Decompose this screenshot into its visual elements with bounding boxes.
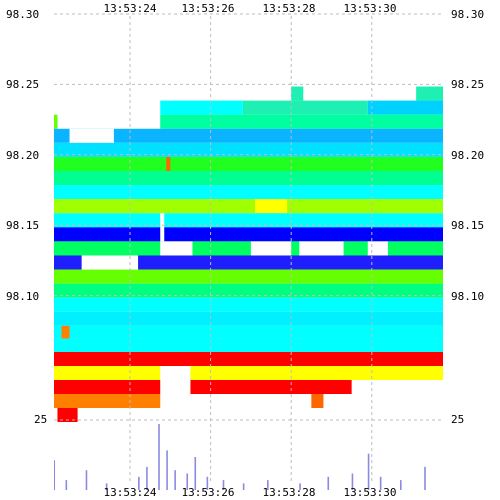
heatmap-gap (160, 213, 165, 242)
left-price-tick: 98.25 (6, 78, 39, 91)
bottom-time-tick: 13:53:28 (263, 486, 316, 499)
heatmap-cell (54, 283, 443, 298)
heatmap-cell (416, 86, 443, 101)
volume-bar (146, 466, 148, 490)
heatmap-cell (54, 338, 443, 353)
heatmap-cell (61, 325, 70, 339)
volume-bar (54, 460, 56, 490)
right-price-tick: 98.25 (451, 78, 484, 91)
volume-bar (222, 480, 225, 490)
heatmap-gap (367, 241, 388, 256)
heatmap-cell (54, 227, 443, 242)
heatmap-cell (291, 86, 304, 101)
volume-bar (158, 424, 160, 490)
lower-band (54, 394, 161, 408)
right-price-tick: 98.15 (451, 219, 484, 232)
heatmap-cell (160, 100, 243, 115)
top-time-tick: 13:53:28 (263, 2, 316, 15)
left-volume-label: 25 (34, 413, 47, 426)
heatmap-cell (254, 199, 288, 214)
volume-bar (65, 480, 68, 490)
volume-bar (367, 453, 370, 490)
heatmap-cell (54, 311, 443, 326)
volume-bar (267, 480, 269, 490)
heatmap-gap (69, 128, 114, 143)
heatmap-gap (299, 241, 344, 256)
left-price-tick: 98.30 (6, 8, 39, 21)
heatmap-cell (166, 156, 171, 171)
lower-band (54, 380, 161, 394)
heatmap-gap (160, 241, 193, 256)
right-price-tick: 98.10 (451, 290, 484, 303)
top-time-tick: 13:53:30 (344, 2, 397, 15)
lower-band (57, 408, 78, 422)
volume-bar (424, 466, 426, 490)
right-price-tick: 98.20 (451, 149, 484, 162)
left-price-tick: 98.10 (6, 290, 39, 303)
volume-bar (138, 476, 140, 490)
volume-bar (206, 476, 209, 490)
volume-bar (299, 483, 301, 490)
top-time-tick: 13:53:24 (104, 2, 157, 15)
heatmap-gap (250, 241, 292, 256)
heatmap-cell (54, 297, 443, 312)
heatmap-cell (54, 156, 443, 171)
lower-band (311, 394, 324, 408)
right-volume-label: 25 (451, 413, 464, 426)
lower-bands (54, 352, 443, 422)
heatmap-cell (54, 114, 58, 129)
volume-bar (85, 470, 88, 490)
volume-bar (242, 483, 245, 490)
bottom-time-tick: 13:53:30 (344, 486, 397, 499)
volume-bar (166, 450, 168, 490)
volume-bar (194, 457, 197, 490)
heatmap-cell (367, 100, 443, 115)
volume-bar (327, 476, 330, 490)
heatmap-cell (160, 114, 443, 129)
volume-bar (351, 473, 354, 490)
heatmap-cell (54, 142, 443, 157)
heatmap-cell (54, 170, 443, 186)
top-time-tick: 13:53:26 (182, 2, 235, 15)
lower-band (190, 380, 352, 394)
grid-lines (54, 13, 443, 484)
lower-band (190, 366, 443, 380)
left-price-tick: 98.20 (6, 149, 39, 162)
volume-bar (186, 473, 189, 490)
volume-bar (174, 470, 176, 490)
volume-bar (105, 483, 108, 490)
volume-histogram (54, 424, 426, 490)
volume-bar (379, 476, 382, 490)
bottom-time-tick: 13:53:26 (182, 486, 235, 499)
lower-band (54, 366, 161, 380)
heatmap-cell (54, 185, 443, 200)
heatmap-cell (54, 128, 443, 143)
heatmap-cell (242, 100, 368, 115)
right-price-tick: 98.30 (451, 8, 484, 21)
heatmap-cell (54, 199, 443, 214)
lower-band (54, 352, 443, 366)
volume-bar (400, 480, 402, 490)
heatmap-cell (54, 255, 443, 270)
heatmap-gap (81, 255, 139, 270)
price-bands (54, 86, 443, 353)
heatmap-cell (54, 213, 443, 228)
bottom-time-tick: 13:53:24 (104, 486, 157, 499)
heatmap-cell (54, 269, 443, 284)
heatmap-cell (54, 325, 443, 339)
left-price-tick: 98.15 (6, 219, 39, 232)
heatmap-cell (54, 241, 443, 256)
